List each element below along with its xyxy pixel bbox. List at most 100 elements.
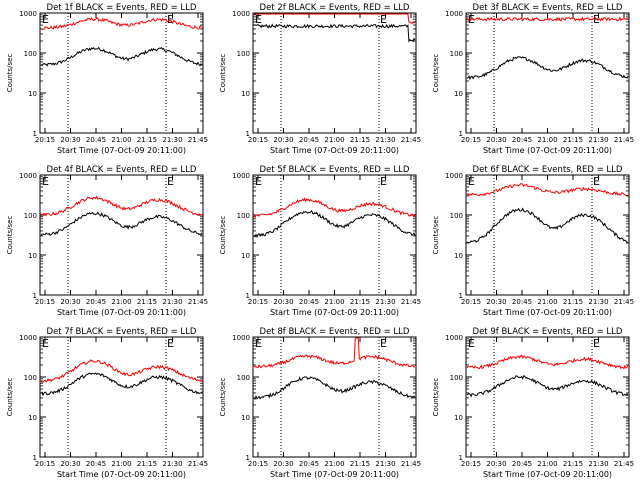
y-tick-label: 1000: [445, 10, 463, 18]
y-tick-label: 1: [459, 130, 463, 138]
plot-frame: [39, 12, 204, 134]
x-tick-label: 20:30: [60, 298, 80, 306]
y-axis-label: Counts/sec: [6, 216, 14, 255]
y-tick-label: 1: [246, 454, 250, 462]
x-tick-label: 21:30: [375, 460, 395, 468]
x-axis-label: Start Time (07-Oct-09 20:11:00): [483, 470, 612, 479]
y-tick-label: 1: [246, 292, 250, 300]
series-line: [40, 372, 203, 397]
y-axis-label: Counts/sec: [6, 54, 14, 93]
x-tick-label: 21:30: [162, 460, 182, 468]
x-tick-label: 20:15: [35, 460, 55, 468]
chart-title: Det 7f BLACK = Events, RED = LLD: [47, 327, 197, 337]
y-tick-label: 1: [459, 292, 463, 300]
plot-frame: [252, 336, 417, 458]
marker-label: E: [42, 175, 49, 188]
chart-title: Det 5f BLACK = Events, RED = LLD: [260, 165, 410, 175]
plot-frame: [252, 174, 417, 296]
chart-panel: Det 7f BLACK = Events, RED = LLD Counts/s…: [6, 327, 208, 479]
x-tick-label: 20:15: [35, 298, 55, 306]
y-tick-label: 1000: [232, 172, 250, 180]
x-axis-label: Start Time (07-Oct-09 20:11:00): [270, 470, 399, 479]
chart-panel: Det 9f BLACK = Events, RED = LLD Counts/s…: [432, 327, 634, 479]
marker-label: E: [380, 175, 387, 188]
series-line: [253, 376, 416, 401]
y-axis-label: Counts/sec: [432, 54, 440, 93]
marker-label: E: [42, 337, 49, 350]
marker-label: E: [167, 13, 174, 26]
x-tick-label: 20:30: [273, 460, 293, 468]
x-tick-label: 20:15: [461, 298, 481, 306]
y-tick-label: 10: [28, 90, 37, 98]
chart-panel: Det 6f BLACK = Events, RED = LLD Counts/s…: [432, 165, 634, 317]
chart-title: Det 6f BLACK = Events, RED = LLD: [473, 165, 623, 175]
x-tick-label: 20:45: [299, 136, 319, 144]
series-line: [466, 16, 629, 22]
chart-panel: Det 1f BLACK = Events, RED = LLD Counts/s…: [6, 3, 208, 155]
chart-title: Det 2f BLACK = Events, RED = LLD: [260, 3, 410, 13]
chart-panel: Det 5f BLACK = Events, RED = LLD Counts/s…: [219, 165, 421, 317]
x-tick-label: 20:45: [512, 136, 532, 144]
plot-frame: [465, 12, 630, 134]
y-tick-label: 10: [241, 252, 250, 260]
x-tick-label: 20:30: [273, 136, 293, 144]
x-tick-label: 21:15: [563, 460, 583, 468]
x-tick-label: 21:45: [401, 136, 421, 144]
series-line: [254, 13, 416, 25]
x-tick-label: 21:45: [614, 460, 634, 468]
series-line: [253, 337, 416, 369]
x-tick-label: 20:15: [248, 136, 268, 144]
y-tick-label: 100: [237, 50, 250, 58]
chart-title: Det 4f BLACK = Events, RED = LLD: [47, 165, 197, 175]
x-tick-label: 21:00: [537, 298, 557, 306]
y-tick-label: 1: [33, 292, 37, 300]
y-tick-label: 10: [28, 414, 37, 422]
x-tick-label: 21:00: [324, 136, 344, 144]
x-tick-label: 20:30: [486, 136, 506, 144]
marker-label: E: [42, 13, 49, 26]
y-tick-label: 100: [24, 50, 37, 58]
y-tick-label: 1000: [445, 172, 463, 180]
y-tick-label: 1000: [19, 172, 37, 180]
y-tick-label: 1: [33, 130, 37, 138]
x-tick-label: 20:45: [86, 298, 106, 306]
x-tick-label: 20:30: [273, 298, 293, 306]
x-tick-label: 21:45: [614, 136, 634, 144]
x-tick-label: 21:30: [588, 136, 608, 144]
marker-label: E: [167, 337, 174, 350]
x-tick-label: 21:45: [188, 298, 208, 306]
x-tick-label: 21:30: [375, 136, 395, 144]
series-line: [466, 354, 629, 370]
x-tick-label: 21:00: [111, 136, 131, 144]
x-tick-label: 21:15: [563, 298, 583, 306]
x-tick-label: 20:45: [299, 460, 319, 468]
y-tick-label: 1: [459, 454, 463, 462]
y-tick-label: 100: [24, 374, 37, 382]
x-tick-label: 21:00: [537, 460, 557, 468]
x-tick-label: 21:30: [375, 298, 395, 306]
x-tick-label: 21:15: [137, 136, 157, 144]
x-axis-label: Start Time (07-Oct-09 20:11:00): [57, 146, 186, 155]
x-tick-label: 20:15: [461, 460, 481, 468]
series-line: [466, 207, 628, 244]
x-tick-label: 21:30: [588, 460, 608, 468]
x-tick-label: 21:45: [401, 298, 421, 306]
y-axis-label: Counts/sec: [219, 378, 227, 417]
x-tick-label: 21:00: [324, 298, 344, 306]
series-line: [40, 46, 203, 67]
chart-title: Det 8f BLACK = Events, RED = LLD: [260, 327, 410, 337]
x-tick-label: 20:45: [512, 298, 532, 306]
chart-title: Det 3f BLACK = Events, RED = LLD: [473, 3, 623, 13]
y-tick-label: 10: [241, 90, 250, 98]
x-tick-label: 21:15: [350, 136, 370, 144]
series-line: [253, 23, 416, 43]
x-tick-label: 20:30: [60, 460, 80, 468]
y-tick-label: 100: [237, 212, 250, 220]
chart-panel: Det 4f BLACK = Events, RED = LLD Counts/s…: [6, 165, 208, 317]
plot-frame: [39, 336, 204, 458]
y-tick-label: 100: [450, 212, 463, 220]
marker-label: E: [380, 13, 387, 26]
y-tick-label: 100: [450, 50, 463, 58]
x-tick-label: 20:15: [35, 136, 55, 144]
